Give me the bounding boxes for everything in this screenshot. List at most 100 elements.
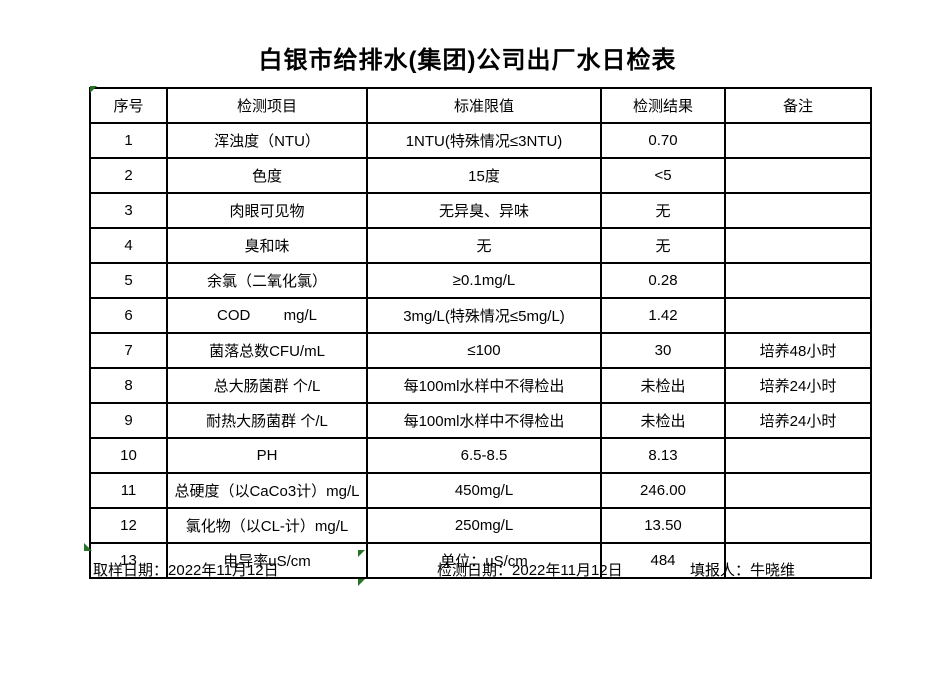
cell-note: [724, 157, 872, 194]
testing-date-value: 2022年11月12日: [512, 562, 623, 579]
testing-date-label: 检测日期：: [437, 562, 513, 579]
cell-limit: ≤100: [366, 332, 602, 369]
cell-note: [724, 542, 872, 579]
table-row: 12 氯化物（以CL-计）mg/L 250mg/L 13.50: [89, 507, 872, 544]
cell-result: 13.50: [600, 507, 726, 544]
green-corner-marker-icon: [84, 543, 92, 551]
cell-no: 12: [89, 507, 168, 544]
col-header-note: 备注: [724, 87, 872, 124]
cell-item: 肉眼可见物: [166, 192, 368, 229]
table-row: 8 总大肠菌群 个/L 每100ml水样中不得检出 未检出 培养24小时: [89, 367, 872, 404]
table-row: 13 电导率uS/cm 单位：uS/cm 484: [89, 542, 872, 579]
green-corner-marker-icon: [358, 579, 365, 586]
cell-result: 无: [600, 192, 726, 229]
col-header-result: 检测结果: [600, 87, 726, 124]
reporter-label: 填报人：: [690, 562, 751, 579]
cell-result: 未检出: [600, 402, 726, 439]
page-title: 白银市给排水(集团)公司出厂水日检表: [258, 47, 677, 74]
cell-item: 耐热大肠菌群 个/L: [166, 402, 368, 439]
cell-note: 培养24小时: [724, 367, 872, 404]
cell-no: 1: [89, 122, 168, 159]
cell-item: 总大肠菌群 个/L: [166, 367, 368, 404]
green-corner-marker-icon: [90, 86, 97, 93]
cell-result: 无: [600, 227, 726, 264]
cell-item: 色度: [166, 157, 368, 194]
col-header-limit: 标准限值: [366, 87, 602, 124]
reporter-value: 牛晓维: [750, 562, 796, 579]
green-corner-marker-icon: [358, 550, 365, 557]
cell-limit: ≥0.1mg/L: [366, 262, 602, 299]
cell-no: 2: [89, 157, 168, 194]
cell-item: 总硬度（以CaCo3计）mg/L: [166, 472, 368, 509]
cell-no: 4: [89, 227, 168, 264]
table-row: 7 菌落总数CFU/mL ≤100 30 培养48小时: [89, 332, 872, 369]
table-row: 3 肉眼可见物 无异臭、异味 无: [89, 192, 872, 229]
sampling-date: 取样日期：2022年11月12日: [93, 559, 279, 580]
table-row: 4 臭和味 无 无: [89, 227, 872, 264]
cell-note: [724, 192, 872, 229]
cell-item: 臭和味: [166, 227, 368, 264]
table-row: 2 色度 15度 <5: [89, 157, 872, 194]
cell-note: [724, 122, 872, 159]
col-header-no: 序号: [89, 87, 168, 124]
col-header-item: 检测项目: [166, 87, 368, 124]
cell-result: <5: [600, 157, 726, 194]
cell-no: 8: [89, 367, 168, 404]
cell-limit: 1NTU(特殊情况≤3NTU): [366, 122, 602, 159]
cell-note: [724, 507, 872, 544]
cell-note: 培养48小时: [724, 332, 872, 369]
cell-note: [724, 437, 872, 474]
cell-note: [724, 297, 872, 334]
cell-limit: 无异臭、异味: [366, 192, 602, 229]
cell-item: 氯化物（以CL-计）mg/L: [166, 507, 368, 544]
cell-item: 浑浊度（NTU）: [166, 122, 368, 159]
cell-note: [724, 227, 872, 264]
cell-limit: 250mg/L: [366, 507, 602, 544]
cell-result: 30: [600, 332, 726, 369]
cell-result: 未检出: [600, 367, 726, 404]
cell-no: 13: [89, 542, 168, 579]
cell-limit: 3mg/L(特殊情况≤5mg/L): [366, 297, 602, 334]
cell-note: [724, 262, 872, 299]
cell-no: 6: [89, 297, 168, 334]
cell-item: 电导率uS/cm: [166, 542, 368, 579]
reporter: 填报人：牛晓维: [690, 559, 795, 580]
table-header-row: 序号 检测项目 标准限值 检测结果 备注: [89, 87, 872, 124]
cell-no: 11: [89, 472, 168, 509]
cell-result: 246.00: [600, 472, 726, 509]
table-row: 10 PH 6.5-8.5 8.13: [89, 437, 872, 474]
cell-no: 3: [89, 192, 168, 229]
table-row: 11 总硬度（以CaCo3计）mg/L 450mg/L 246.00: [89, 472, 872, 509]
cell-result: 484: [600, 542, 726, 579]
cell-note: [724, 472, 872, 509]
cell-limit: 无: [366, 227, 602, 264]
cell-limit: 每100ml水样中不得检出: [366, 367, 602, 404]
cell-limit: 15度: [366, 157, 602, 194]
cell-limit: 450mg/L: [366, 472, 602, 509]
cell-result: 0.70: [600, 122, 726, 159]
cell-result: 8.13: [600, 437, 726, 474]
cell-limit: 6.5-8.5: [366, 437, 602, 474]
cell-no: 9: [89, 402, 168, 439]
sampling-date-value: 2022年11月12日: [168, 562, 279, 579]
cell-limit: 单位：uS/cm: [366, 542, 602, 579]
cell-note: 培养24小时: [724, 402, 872, 439]
cell-item: PH: [166, 437, 368, 474]
table-row: 9 耐热大肠菌群 个/L 每100ml水样中不得检出 未检出 培养24小时: [89, 402, 872, 439]
cell-no: 10: [89, 437, 168, 474]
table-row: 5 余氯（二氧化氯） ≥0.1mg/L 0.28: [89, 262, 872, 299]
cell-limit: 每100ml水样中不得检出: [366, 402, 602, 439]
cell-item: COD mg/L: [166, 297, 368, 334]
cell-result: 0.28: [600, 262, 726, 299]
cell-item: 菌落总数CFU/mL: [166, 332, 368, 369]
cell-result: 1.42: [600, 297, 726, 334]
sampling-date-label: 取样日期：: [93, 562, 169, 579]
table-row: 6 COD mg/L 3mg/L(特殊情况≤5mg/L) 1.42: [89, 297, 872, 334]
cell-no: 7: [89, 332, 168, 369]
water-quality-table: 序号 检测项目 标准限值 检测结果 备注 1 浑浊度（NTU） 1NTU(特殊情…: [89, 87, 872, 579]
testing-date: 检测日期：2022年11月12日: [437, 559, 623, 580]
cell-no: 5: [89, 262, 168, 299]
table-row: 1 浑浊度（NTU） 1NTU(特殊情况≤3NTU) 0.70: [89, 122, 872, 159]
cell-item: 余氯（二氧化氯）: [166, 262, 368, 299]
